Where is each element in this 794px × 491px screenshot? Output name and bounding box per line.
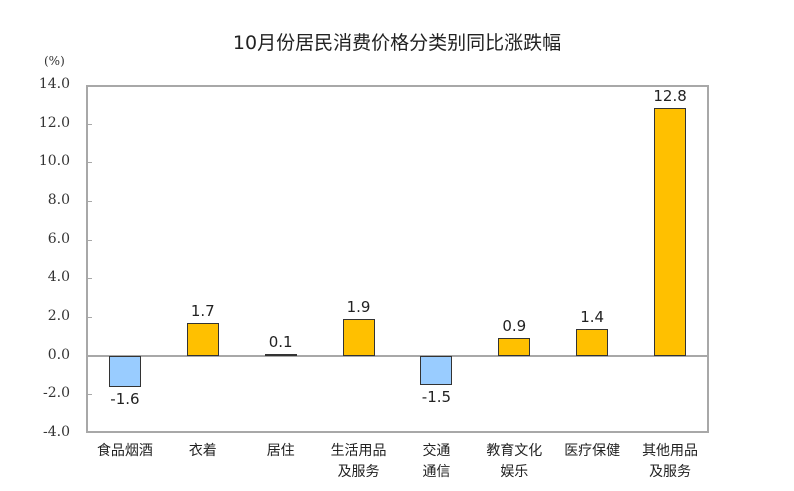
y-tick-mark xyxy=(86,162,92,163)
x-category-label: 生活用品及服务 xyxy=(319,441,399,483)
x-category-label-line: 教育文化 xyxy=(474,441,554,462)
y-tick-label: 2.0 xyxy=(22,308,70,324)
bar-value-label: -1.5 xyxy=(406,388,466,406)
bar xyxy=(498,338,530,355)
zero-line xyxy=(86,355,709,357)
x-category-label-line: 食品烟酒 xyxy=(85,441,165,462)
x-category-label-line: 交通 xyxy=(396,441,476,462)
x-category-label: 其他用品及服务 xyxy=(630,441,710,483)
x-category-label-line: 衣着 xyxy=(163,441,243,462)
y-tick-label: 14.0 xyxy=(22,76,70,92)
bar xyxy=(654,108,686,355)
x-category-label-line: 及服务 xyxy=(630,462,710,483)
x-category-label: 食品烟酒 xyxy=(85,441,165,462)
bar xyxy=(109,356,141,387)
bar xyxy=(265,354,297,356)
y-tick-label: -2.0 xyxy=(22,385,70,401)
y-tick-mark xyxy=(86,278,92,279)
bar-value-label: 1.9 xyxy=(329,298,389,316)
bar xyxy=(420,356,452,385)
y-tick-mark xyxy=(86,124,92,125)
y-tick-mark xyxy=(86,240,92,241)
bar-value-label: 12.8 xyxy=(640,87,700,105)
y-tick-mark xyxy=(86,201,92,202)
y-axis-unit: (%) xyxy=(44,54,65,68)
y-tick-label: 12.0 xyxy=(22,115,70,131)
y-tick-label: -4.0 xyxy=(22,424,70,440)
chart-title: 10月份居民消费价格分类别同比涨跌幅 xyxy=(0,28,794,55)
x-category-label-line: 生活用品 xyxy=(319,441,399,462)
x-category-label: 医疗保健 xyxy=(552,441,632,462)
y-tick-label: 4.0 xyxy=(22,269,70,285)
x-category-label: 教育文化娱乐 xyxy=(474,441,554,483)
plot-area xyxy=(86,85,709,433)
y-tick-label: 6.0 xyxy=(22,231,70,247)
x-category-label: 交通通信 xyxy=(396,441,476,483)
x-category-label-line: 其他用品 xyxy=(630,441,710,462)
y-tick-label: 0.0 xyxy=(22,347,70,363)
bar-value-label: 0.1 xyxy=(251,333,311,351)
x-category-label: 居住 xyxy=(241,441,321,462)
y-tick-label: 10.0 xyxy=(22,153,70,169)
y-tick-mark xyxy=(86,394,92,395)
x-category-label-line: 娱乐 xyxy=(474,462,554,483)
x-category-label-line: 居住 xyxy=(241,441,321,462)
bar xyxy=(343,319,375,356)
bar-value-label: 0.9 xyxy=(484,317,544,335)
y-tick-label: 8.0 xyxy=(22,192,70,208)
x-category-label-line: 通信 xyxy=(396,462,476,483)
x-category-label: 衣着 xyxy=(163,441,243,462)
y-tick-mark xyxy=(86,317,92,318)
bar xyxy=(576,329,608,356)
bar xyxy=(187,323,219,356)
x-category-label-line: 及服务 xyxy=(319,462,399,483)
x-category-label-line: 医疗保健 xyxy=(552,441,632,462)
bar-value-label: -1.6 xyxy=(95,390,155,408)
bar-value-label: 1.7 xyxy=(173,302,233,320)
bar-value-label: 1.4 xyxy=(562,308,622,326)
